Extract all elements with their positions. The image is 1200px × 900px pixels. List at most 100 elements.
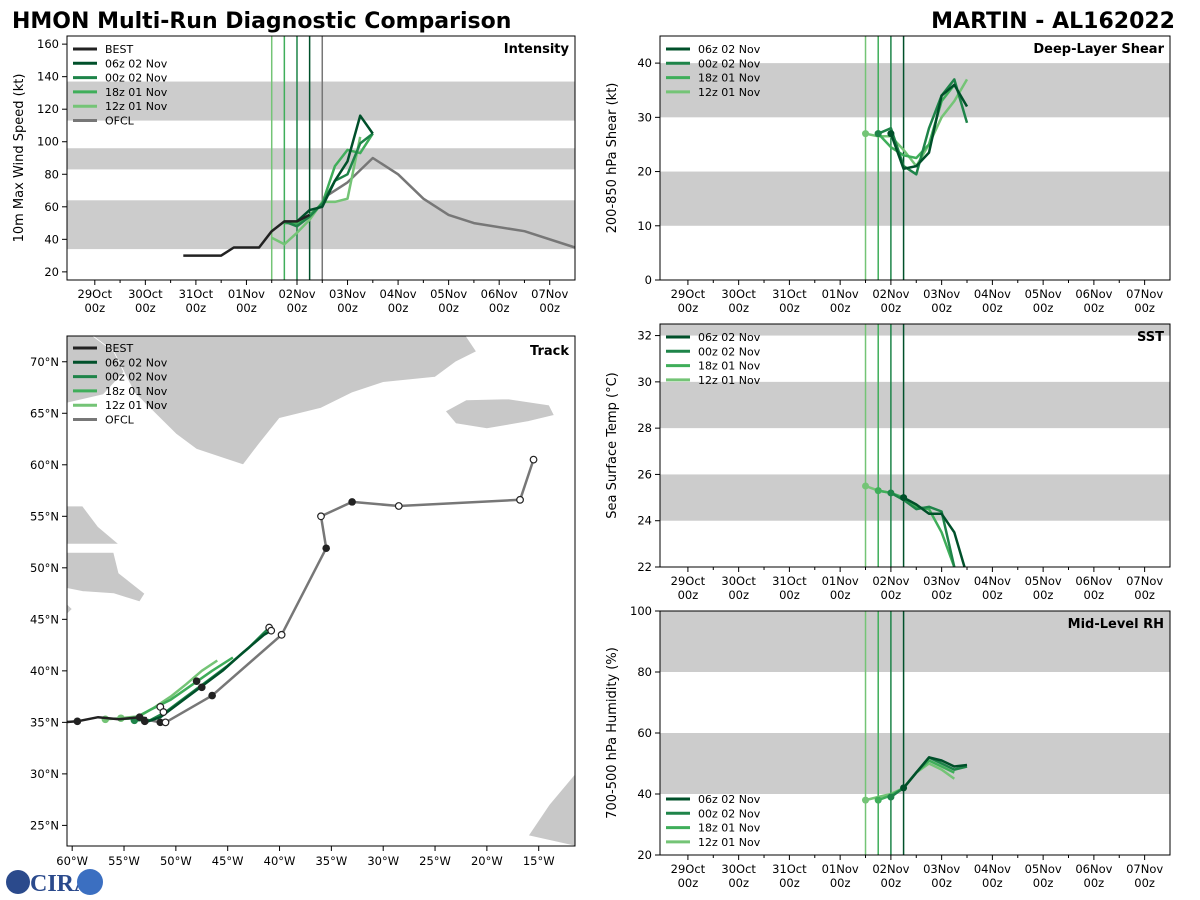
sst-threshold-band — [660, 381, 1170, 429]
rh-legend-label: 06z 02 Nov — [698, 793, 761, 806]
cira-logo: CIRA — [6, 869, 103, 897]
track-x-tick-label: 60°W — [56, 854, 88, 868]
track-point — [516, 495, 524, 504]
rh-x-tick-label: 03Nov — [923, 862, 960, 876]
track-x-tick-label: 30°W — [367, 854, 399, 868]
nova-scotia-landmass — [67, 603, 73, 615]
intensity-plot-area — [67, 36, 575, 280]
rh-x-tick-label: 05Nov — [1025, 862, 1062, 876]
intensity-x-tick-label: 30Oct — [128, 287, 163, 301]
intensity-x-tick-label: 00z — [489, 301, 510, 315]
intensity-x-tick-label: 29Oct — [78, 287, 113, 301]
sst-x-tick-label: 00z — [830, 588, 851, 602]
sst-init-marker — [874, 487, 882, 495]
shear-panel: 29Oct00z30Oct00z31Oct00z01Nov00z02Nov00z… — [605, 35, 1171, 315]
intensity-legend-label: BEST — [105, 43, 133, 56]
track-title: Track — [530, 344, 569, 359]
track-point — [192, 677, 201, 685]
rh-x-tick-label: 00z — [982, 876, 1003, 890]
rh-series-line — [902, 756, 968, 789]
track-y-tick-label: 40°N — [30, 664, 59, 678]
intensity-threshold-band — [67, 81, 575, 121]
track-y-tick-label: 55°N — [30, 509, 59, 523]
track-x-tick-label: 55°W — [108, 854, 140, 868]
baffin-landmass — [67, 336, 125, 404]
sst-x-tick-label: 05Nov — [1025, 574, 1062, 588]
track-point — [135, 713, 144, 722]
rh-plot-area — [660, 611, 1170, 855]
shear-legend-label: 06z 02 Nov — [698, 43, 761, 56]
sst-x-tick-label: 30Oct — [721, 574, 756, 588]
rh-title: Mid-Level RH — [1068, 617, 1164, 632]
shear-init-marker — [874, 130, 882, 138]
intensity-x-tick-label: 00z — [438, 301, 459, 315]
sst-legend-label: 18z 01 Nov — [698, 360, 761, 373]
shear-x-tick-label: 00z — [678, 301, 699, 315]
track-y-tick-label: 60°N — [30, 458, 59, 472]
sst-x-tick-label: 00z — [931, 588, 952, 602]
intensity-legend-label: 18z 01 Nov — [105, 86, 168, 99]
shear-x-tick-label: 00z — [779, 301, 800, 315]
rh-x-tick-label: 00z — [931, 876, 952, 890]
intensity-series-line — [183, 213, 311, 257]
track-point — [159, 708, 168, 716]
track-y-tick-label: 30°N — [30, 767, 59, 781]
sst-x-tick-label: 00z — [881, 588, 902, 602]
intensity-x-tick-label: 01Nov — [228, 287, 265, 301]
rh-x-tick-label: 02Nov — [872, 862, 909, 876]
rh-x-tick-label: 00z — [779, 876, 800, 890]
sst-x-tick-label: 00z — [1084, 588, 1105, 602]
rh-init-marker — [900, 784, 908, 792]
sst-series-line — [903, 496, 966, 567]
africa-landmass — [527, 773, 575, 846]
intensity-legend-label: 06z 02 Nov — [105, 57, 168, 70]
rh-x-tick-label: 00z — [678, 876, 699, 890]
sst-y-tick-label: 24 — [637, 514, 652, 528]
rh-x-tick-label: 01Nov — [822, 862, 859, 876]
storm-id-title: MARTIN - AL162022 — [931, 9, 1175, 34]
intensity-threshold-band — [67, 148, 575, 170]
track-x-tick-label: 15°W — [523, 854, 555, 868]
shear-x-tick-label: 00z — [830, 301, 851, 315]
shear-x-tick-label: 29Oct — [671, 287, 706, 301]
sst-x-tick-label: 06Nov — [1075, 574, 1112, 588]
sst-y-tick-label: 30 — [637, 375, 652, 389]
shear-x-tick-label: 04Nov — [974, 287, 1011, 301]
sst-threshold-band — [660, 474, 1170, 521]
intensity-title: Intensity — [504, 42, 570, 57]
rh-init-marker — [862, 796, 870, 804]
rh-y-tick-label: 80 — [637, 665, 652, 679]
intensity-x-tick-label: 00z — [337, 301, 358, 315]
intensity-y-tick-label: 80 — [44, 167, 59, 181]
sst-threshold-band — [660, 324, 1170, 336]
track-x-tick-label: 50°W — [160, 854, 192, 868]
sst-y-tick-label: 28 — [637, 421, 652, 435]
track-y-tick-label: 25°N — [30, 818, 59, 832]
intensity-series-line — [284, 132, 374, 225]
sst-y-axis-label: Sea Surface Temp (°C) — [605, 372, 620, 519]
intensity-series-line — [321, 156, 575, 249]
shear-init-marker — [862, 130, 870, 138]
track-x-tick-label: 25°W — [419, 854, 451, 868]
shear-title: Deep-Layer Shear — [1033, 42, 1164, 57]
rh-x-tick-label: 00z — [1134, 876, 1155, 890]
iceland-landmass — [444, 398, 555, 430]
rh-x-tick-label: 07Nov — [1126, 862, 1163, 876]
track-legend-label: 18z 01 Nov — [105, 385, 168, 398]
sst-init-marker — [862, 482, 870, 490]
logo-globe-icon — [6, 870, 30, 894]
sst-x-tick-label: 00z — [1134, 588, 1155, 602]
sst-legend-label: 12z 01 Nov — [698, 374, 761, 387]
track-legend-label: 00z 02 Nov — [105, 371, 168, 384]
sst-x-tick-label: 31Oct — [772, 574, 807, 588]
intensity-x-tick-label: 05Nov — [430, 287, 467, 301]
intensity-x-tick-label: 31Oct — [179, 287, 214, 301]
track-frame — [66, 335, 576, 847]
sst-x-tick-label: 00z — [1033, 588, 1054, 602]
intensity-y-tick-label: 100 — [37, 135, 59, 149]
rh-x-tick-label: 00z — [1084, 876, 1105, 890]
newfoundland-landmass — [67, 552, 146, 603]
shear-x-tick-label: 07Nov — [1126, 287, 1163, 301]
sst-x-tick-label: 07Nov — [1126, 574, 1163, 588]
shear-x-tick-label: 00z — [881, 301, 902, 315]
